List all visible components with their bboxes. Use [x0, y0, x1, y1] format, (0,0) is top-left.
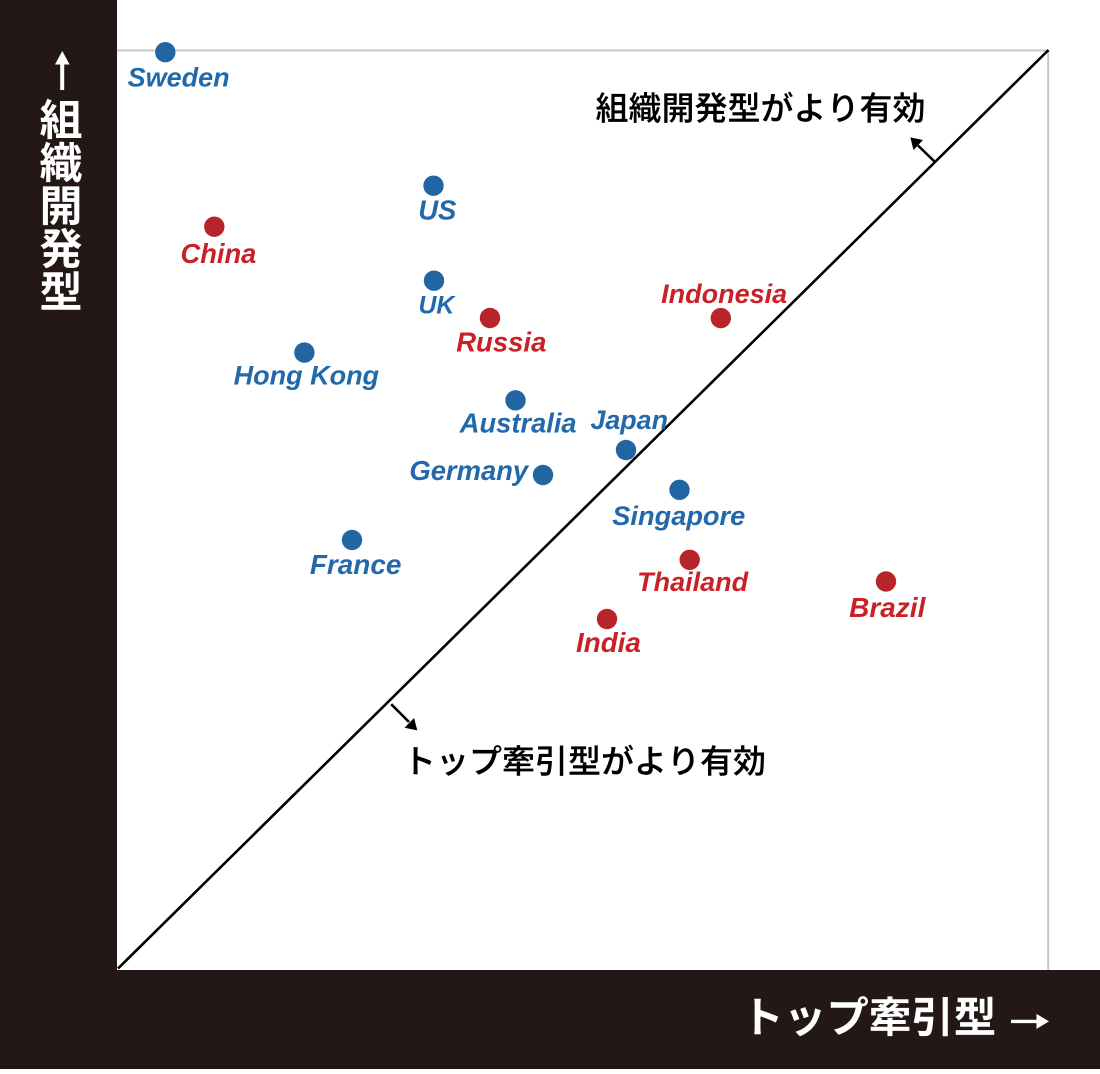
svg-text:China: China: [181, 238, 257, 269]
svg-text:Brazil: Brazil: [849, 592, 926, 623]
svg-text:Hong Kong: Hong Kong: [234, 361, 380, 391]
svg-text:UK: UK: [419, 292, 457, 319]
svg-text:France: France: [310, 549, 401, 580]
svg-text:Sweden: Sweden: [128, 62, 230, 92]
svg-text:Indonesia: Indonesia: [661, 279, 787, 309]
svg-text:Thailand: Thailand: [637, 567, 749, 597]
svg-text:Australia: Australia: [459, 408, 577, 439]
svg-text:Russia: Russia: [456, 326, 546, 357]
svg-text:Singapore: Singapore: [612, 500, 745, 531]
svg-text:US: US: [418, 194, 457, 225]
svg-text:Germany: Germany: [409, 455, 530, 486]
svg-text:Japan: Japan: [591, 405, 668, 435]
svg-text:India: India: [576, 627, 641, 658]
